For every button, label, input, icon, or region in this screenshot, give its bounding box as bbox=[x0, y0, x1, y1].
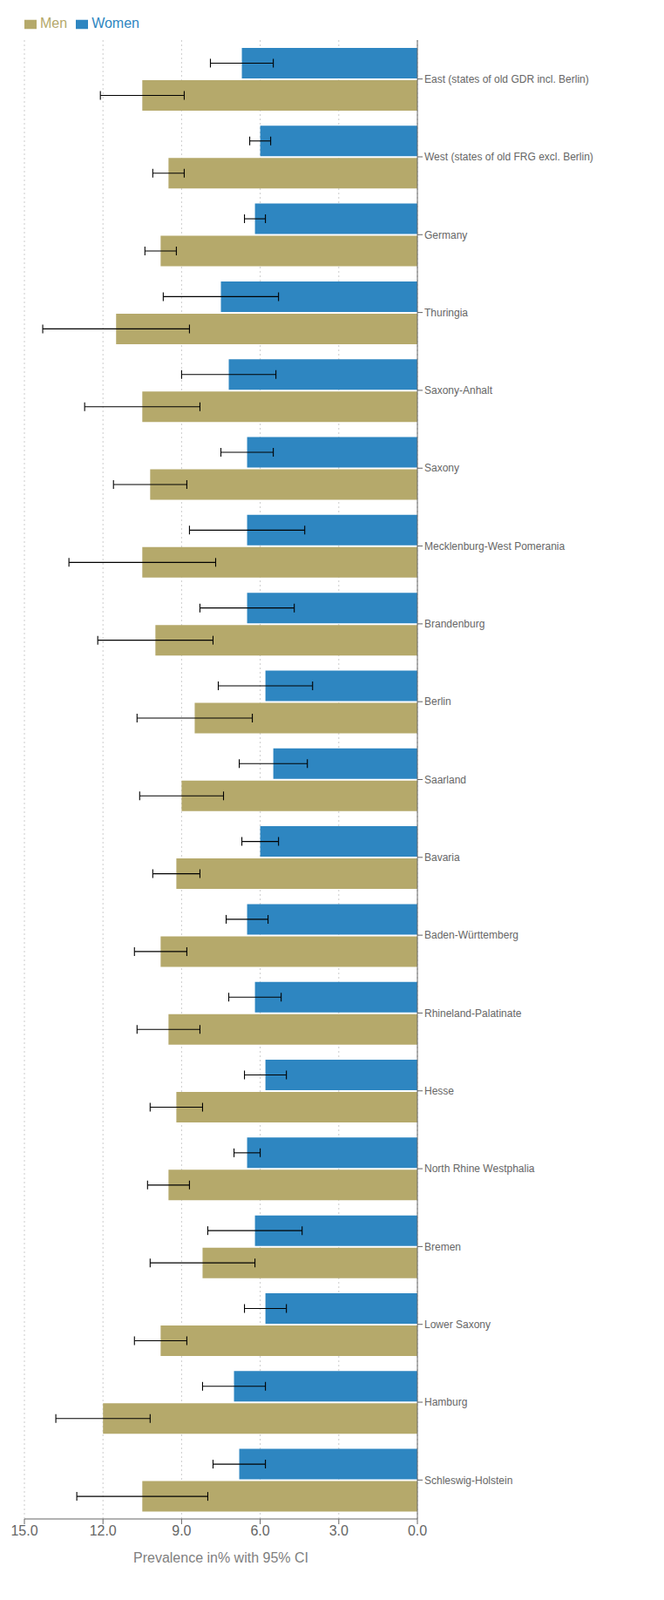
svg-text:Berlin: Berlin bbox=[424, 695, 452, 708]
svg-text:12.0: 12.0 bbox=[89, 1523, 117, 1539]
svg-text:Mecklenburg-West Pomerania: Mecklenburg-West Pomerania bbox=[424, 540, 566, 553]
svg-text:3.0: 3.0 bbox=[329, 1523, 349, 1539]
svg-text:Lower Saxony: Lower Saxony bbox=[424, 1318, 491, 1331]
svg-text:Bavaria: Bavaria bbox=[424, 851, 461, 864]
svg-text:Baden-Württemberg: Baden-Württemberg bbox=[424, 928, 519, 942]
svg-text:Rhineland-Palatinate: Rhineland-Palatinate bbox=[424, 1007, 522, 1020]
svg-text:Germany: Germany bbox=[424, 229, 468, 242]
html-text:Women: Women bbox=[91, 15, 140, 31]
svg-text:Bremen: Bremen bbox=[424, 1240, 461, 1254]
svg-text:Hamburg: Hamburg bbox=[424, 1395, 468, 1409]
svg-text:Thuringia: Thuringia bbox=[424, 306, 468, 319]
svg-text:0.0: 0.0 bbox=[407, 1523, 427, 1539]
svg-text:Saxony: Saxony bbox=[424, 461, 460, 475]
html-text:Men: Men bbox=[40, 15, 68, 31]
svg-text:East (states of old GDR incl.: East (states of old GDR incl. Berlin) bbox=[424, 73, 590, 86]
svg-text:9.0: 9.0 bbox=[171, 1523, 191, 1539]
svg-text:Hesse: Hesse bbox=[424, 1084, 454, 1098]
svg-text:15.0: 15.0 bbox=[10, 1523, 38, 1539]
svg-text:West (states of old FRG excl.: West (states of old FRG excl. Berlin) bbox=[424, 150, 594, 163]
svg-text:North Rhine Westphalia: North Rhine Westphalia bbox=[424, 1162, 536, 1175]
svg-text:Saxony-Anhalt: Saxony-Anhalt bbox=[424, 384, 494, 397]
svg-text:Schleswig-Holstein: Schleswig-Holstein bbox=[424, 1474, 513, 1487]
svg-text:Prevalence in% with 95% CI: Prevalence in% with 95% CI bbox=[133, 1550, 309, 1566]
svg-text:Brandenburg: Brandenburg bbox=[424, 617, 485, 631]
svg-text:6.0: 6.0 bbox=[250, 1523, 270, 1539]
svg-text:Saarland: Saarland bbox=[424, 773, 467, 786]
